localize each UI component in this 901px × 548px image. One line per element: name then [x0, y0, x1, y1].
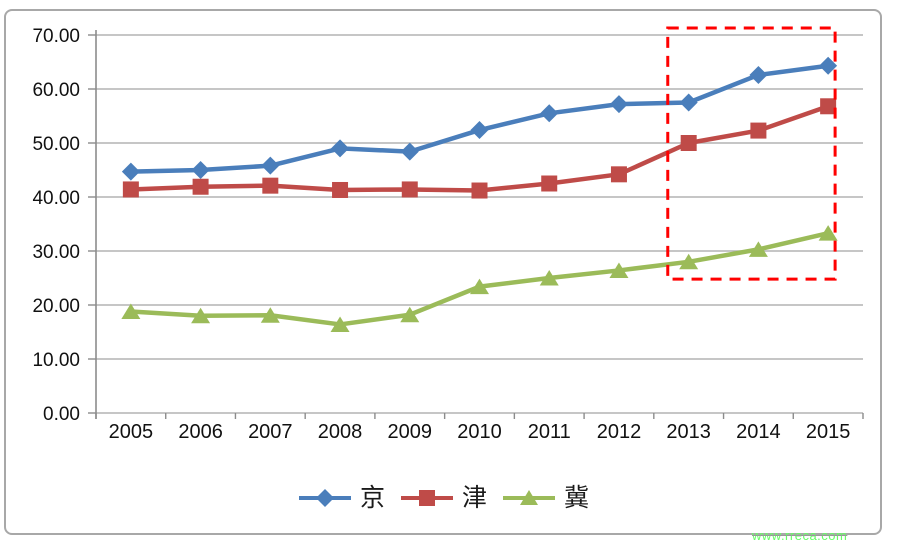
series-marker-triangle	[470, 278, 489, 295]
series-marker-diamond	[609, 95, 628, 114]
series-marker-square	[332, 181, 349, 198]
series-marker-triangle	[818, 225, 838, 241]
legend-marker-triangle-icon	[503, 490, 555, 505]
y-tick-label: 60.00	[32, 80, 80, 101]
x-tick-label: 2006	[178, 421, 223, 443]
series-marker-square	[820, 98, 837, 115]
y-tick-label: 30.00	[32, 242, 80, 263]
series-marker-triangle	[679, 253, 699, 270]
x-tick-label: 2005	[109, 421, 154, 443]
series-line-square	[128, 104, 831, 193]
y-tick-label: 40.00	[32, 188, 80, 209]
x-tick-label: 2010	[457, 421, 502, 443]
y-tick-label: 20.00	[32, 296, 80, 317]
x-tick-label: 2015	[806, 421, 851, 443]
series-marker-square	[610, 166, 627, 183]
y-tick-label: 50.00	[32, 134, 80, 155]
x-tick-label: 2009	[388, 421, 433, 443]
series-marker-diamond	[191, 161, 210, 179]
series-marker-diamond	[540, 104, 559, 123]
watermark: www.rreca.com	[752, 528, 848, 543]
legend-label: 冀	[564, 483, 590, 512]
legend-marker-square-icon	[400, 490, 453, 506]
series-marker-square	[262, 177, 279, 194]
series-marker-triangle	[539, 270, 559, 286]
x-tick-label: 2008	[318, 421, 363, 443]
series-marker-diamond	[749, 65, 768, 84]
chart-legend: 京 津 冀	[0, 480, 886, 516]
y-tick-label: 70.00	[32, 26, 80, 47]
series-marker-triangle	[400, 306, 420, 323]
series-marker-square	[680, 135, 697, 151]
series-marker-diamond	[679, 93, 698, 112]
series-marker-square	[122, 181, 139, 198]
series-marker-square	[401, 181, 418, 198]
highlight-rect	[666, 26, 837, 281]
legend-marker-diamond-icon	[298, 489, 351, 507]
series-marker-triangle	[748, 241, 768, 257]
series-marker-square	[750, 122, 767, 139]
series-line-diamond	[128, 63, 831, 174]
series-marker-square	[541, 175, 558, 192]
series-marker-triangle	[609, 262, 629, 278]
series-marker-triangle	[121, 303, 141, 319]
series-marker-diamond	[400, 142, 419, 161]
x-tick-label: 2007	[248, 421, 293, 443]
series-marker-triangle	[260, 307, 280, 323]
x-tick-label: 2013	[666, 421, 711, 443]
series-marker-square	[471, 182, 488, 199]
series-marker-diamond	[470, 121, 489, 140]
x-tick-label: 2012	[597, 421, 642, 443]
series-marker-diamond	[819, 56, 838, 75]
legend-label: 京	[359, 483, 385, 512]
y-tick-label: 10.00	[32, 350, 80, 371]
legend-label: 津	[461, 483, 487, 512]
series-marker-diamond	[331, 139, 350, 158]
series-marker-square	[192, 178, 209, 195]
series-marker-triangle	[330, 316, 350, 332]
y-tick-label: 0.00	[43, 404, 80, 425]
legend-item-ji: 冀	[501, 483, 590, 512]
series-marker-diamond	[261, 156, 280, 175]
series-marker-diamond	[121, 162, 140, 181]
legend-item-jing: 京	[297, 483, 385, 512]
chart-frame	[4, 9, 882, 535]
series-marker-triangle	[191, 307, 211, 324]
legend-item-jin: 津	[399, 483, 487, 512]
x-tick-label: 2011	[528, 421, 571, 443]
x-tick-label: 2014	[736, 421, 781, 443]
